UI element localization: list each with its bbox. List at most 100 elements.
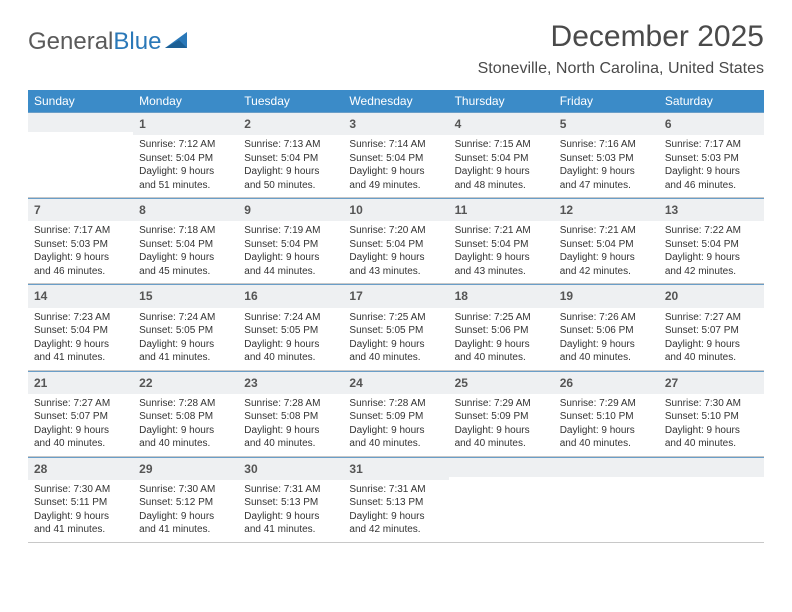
day-line: Sunset: 5:03 PM xyxy=(560,152,653,166)
calendar-cell: 23Sunrise: 7:28 AMSunset: 5:08 PMDayligh… xyxy=(238,370,343,456)
day-line: Daylight: 9 hours and 43 minutes. xyxy=(455,251,548,278)
day-line: Daylight: 9 hours and 45 minutes. xyxy=(139,251,232,278)
day-number xyxy=(659,457,764,477)
day-number: 4 xyxy=(449,112,554,135)
day-line: Sunrise: 7:29 AM xyxy=(455,397,548,411)
calendar-cell: 24Sunrise: 7:28 AMSunset: 5:09 PMDayligh… xyxy=(343,370,448,456)
day-line: Sunrise: 7:28 AM xyxy=(349,397,442,411)
day-line: Daylight: 9 hours and 41 minutes. xyxy=(139,510,232,537)
day-line: Sunrise: 7:28 AM xyxy=(244,397,337,411)
day-body: Sunrise: 7:27 AMSunset: 5:07 PMDaylight:… xyxy=(28,394,133,456)
logo-triangle-icon xyxy=(165,30,191,55)
day-body: Sunrise: 7:13 AMSunset: 5:04 PMDaylight:… xyxy=(238,135,343,197)
day-line: Daylight: 9 hours and 40 minutes. xyxy=(244,424,337,451)
calendar-body: 1Sunrise: 7:12 AMSunset: 5:04 PMDaylight… xyxy=(28,112,764,542)
day-line: Sunrise: 7:31 AM xyxy=(349,483,442,497)
calendar-cell: 27Sunrise: 7:30 AMSunset: 5:10 PMDayligh… xyxy=(659,370,764,456)
calendar-cell: 20Sunrise: 7:27 AMSunset: 5:07 PMDayligh… xyxy=(659,284,764,370)
day-line: Sunset: 5:03 PM xyxy=(665,152,758,166)
day-header: Sunday xyxy=(28,90,133,112)
day-body: Sunrise: 7:25 AMSunset: 5:05 PMDaylight:… xyxy=(343,308,448,370)
day-number: 16 xyxy=(238,284,343,307)
day-line: Sunset: 5:10 PM xyxy=(560,410,653,424)
day-line: Sunset: 5:09 PM xyxy=(455,410,548,424)
day-line: Daylight: 9 hours and 40 minutes. xyxy=(455,338,548,365)
day-number: 17 xyxy=(343,284,448,307)
day-header-row: SundayMondayTuesdayWednesdayThursdayFrid… xyxy=(28,90,764,112)
day-body: Sunrise: 7:24 AMSunset: 5:05 PMDaylight:… xyxy=(133,308,238,370)
day-number: 27 xyxy=(659,371,764,394)
day-number: 30 xyxy=(238,457,343,480)
day-line: Sunrise: 7:24 AM xyxy=(139,311,232,325)
day-line: Sunrise: 7:30 AM xyxy=(34,483,127,497)
day-line: Daylight: 9 hours and 51 minutes. xyxy=(139,165,232,192)
calendar-cell: 9Sunrise: 7:19 AMSunset: 5:04 PMDaylight… xyxy=(238,198,343,284)
day-line: Sunset: 5:10 PM xyxy=(665,410,758,424)
day-line: Daylight: 9 hours and 41 minutes. xyxy=(34,338,127,365)
day-line: Daylight: 9 hours and 46 minutes. xyxy=(665,165,758,192)
day-body: Sunrise: 7:28 AMSunset: 5:09 PMDaylight:… xyxy=(343,394,448,456)
day-line: Sunset: 5:09 PM xyxy=(349,410,442,424)
day-body: Sunrise: 7:21 AMSunset: 5:04 PMDaylight:… xyxy=(449,221,554,283)
day-number: 29 xyxy=(133,457,238,480)
calendar-cell xyxy=(449,456,554,542)
day-line: Sunset: 5:06 PM xyxy=(560,324,653,338)
calendar-cell: 18Sunrise: 7:25 AMSunset: 5:06 PMDayligh… xyxy=(449,284,554,370)
calendar-cell: 26Sunrise: 7:29 AMSunset: 5:10 PMDayligh… xyxy=(554,370,659,456)
day-line: Sunrise: 7:25 AM xyxy=(349,311,442,325)
logo-text: GeneralBlue xyxy=(28,28,161,56)
day-body: Sunrise: 7:17 AMSunset: 5:03 PMDaylight:… xyxy=(659,135,764,197)
day-line: Sunrise: 7:27 AM xyxy=(665,311,758,325)
day-number: 2 xyxy=(238,112,343,135)
day-number: 14 xyxy=(28,284,133,307)
day-body: Sunrise: 7:31 AMSunset: 5:13 PMDaylight:… xyxy=(238,480,343,542)
day-line: Sunset: 5:04 PM xyxy=(560,238,653,252)
day-line: Daylight: 9 hours and 47 minutes. xyxy=(560,165,653,192)
day-line: Daylight: 9 hours and 42 minutes. xyxy=(349,510,442,537)
calendar-cell: 6Sunrise: 7:17 AMSunset: 5:03 PMDaylight… xyxy=(659,112,764,198)
day-body: Sunrise: 7:21 AMSunset: 5:04 PMDaylight:… xyxy=(554,221,659,283)
day-body: Sunrise: 7:17 AMSunset: 5:03 PMDaylight:… xyxy=(28,221,133,283)
day-line: Sunrise: 7:21 AM xyxy=(560,224,653,238)
calendar-cell xyxy=(659,456,764,542)
calendar-cell: 15Sunrise: 7:24 AMSunset: 5:05 PMDayligh… xyxy=(133,284,238,370)
day-line: Daylight: 9 hours and 42 minutes. xyxy=(560,251,653,278)
day-line: Daylight: 9 hours and 40 minutes. xyxy=(665,424,758,451)
day-body: Sunrise: 7:28 AMSunset: 5:08 PMDaylight:… xyxy=(133,394,238,456)
day-body: Sunrise: 7:27 AMSunset: 5:07 PMDaylight:… xyxy=(659,308,764,370)
day-line: Sunrise: 7:20 AM xyxy=(349,224,442,238)
day-line: Sunset: 5:12 PM xyxy=(139,496,232,510)
day-number: 24 xyxy=(343,371,448,394)
day-body: Sunrise: 7:30 AMSunset: 5:11 PMDaylight:… xyxy=(28,480,133,542)
logo: GeneralBlue xyxy=(28,28,191,56)
day-line: Sunrise: 7:27 AM xyxy=(34,397,127,411)
day-number: 1 xyxy=(133,112,238,135)
day-body: Sunrise: 7:25 AMSunset: 5:06 PMDaylight:… xyxy=(449,308,554,370)
day-header: Monday xyxy=(133,90,238,112)
day-line: Sunrise: 7:22 AM xyxy=(665,224,758,238)
day-line: Daylight: 9 hours and 40 minutes. xyxy=(349,424,442,451)
day-line: Sunrise: 7:25 AM xyxy=(455,311,548,325)
day-header: Thursday xyxy=(449,90,554,112)
calendar-cell: 1Sunrise: 7:12 AMSunset: 5:04 PMDaylight… xyxy=(133,112,238,198)
logo-text-left: General xyxy=(28,28,113,55)
day-number xyxy=(554,457,659,477)
day-body: Sunrise: 7:26 AMSunset: 5:06 PMDaylight:… xyxy=(554,308,659,370)
calendar-cell: 29Sunrise: 7:30 AMSunset: 5:12 PMDayligh… xyxy=(133,456,238,542)
day-line: Sunset: 5:13 PM xyxy=(244,496,337,510)
day-line: Sunrise: 7:16 AM xyxy=(560,138,653,152)
day-line: Sunset: 5:04 PM xyxy=(244,152,337,166)
calendar-cell: 19Sunrise: 7:26 AMSunset: 5:06 PMDayligh… xyxy=(554,284,659,370)
calendar-cell: 3Sunrise: 7:14 AMSunset: 5:04 PMDaylight… xyxy=(343,112,448,198)
day-line: Daylight: 9 hours and 40 minutes. xyxy=(244,338,337,365)
day-number: 26 xyxy=(554,371,659,394)
calendar-cell: 21Sunrise: 7:27 AMSunset: 5:07 PMDayligh… xyxy=(28,370,133,456)
calendar-week-row: 7Sunrise: 7:17 AMSunset: 5:03 PMDaylight… xyxy=(28,198,764,284)
day-line: Sunset: 5:04 PM xyxy=(455,238,548,252)
day-body: Sunrise: 7:28 AMSunset: 5:08 PMDaylight:… xyxy=(238,394,343,456)
day-line: Daylight: 9 hours and 49 minutes. xyxy=(349,165,442,192)
day-line: Daylight: 9 hours and 44 minutes. xyxy=(244,251,337,278)
day-line: Sunset: 5:07 PM xyxy=(34,410,127,424)
day-body xyxy=(449,477,554,485)
day-header: Friday xyxy=(554,90,659,112)
